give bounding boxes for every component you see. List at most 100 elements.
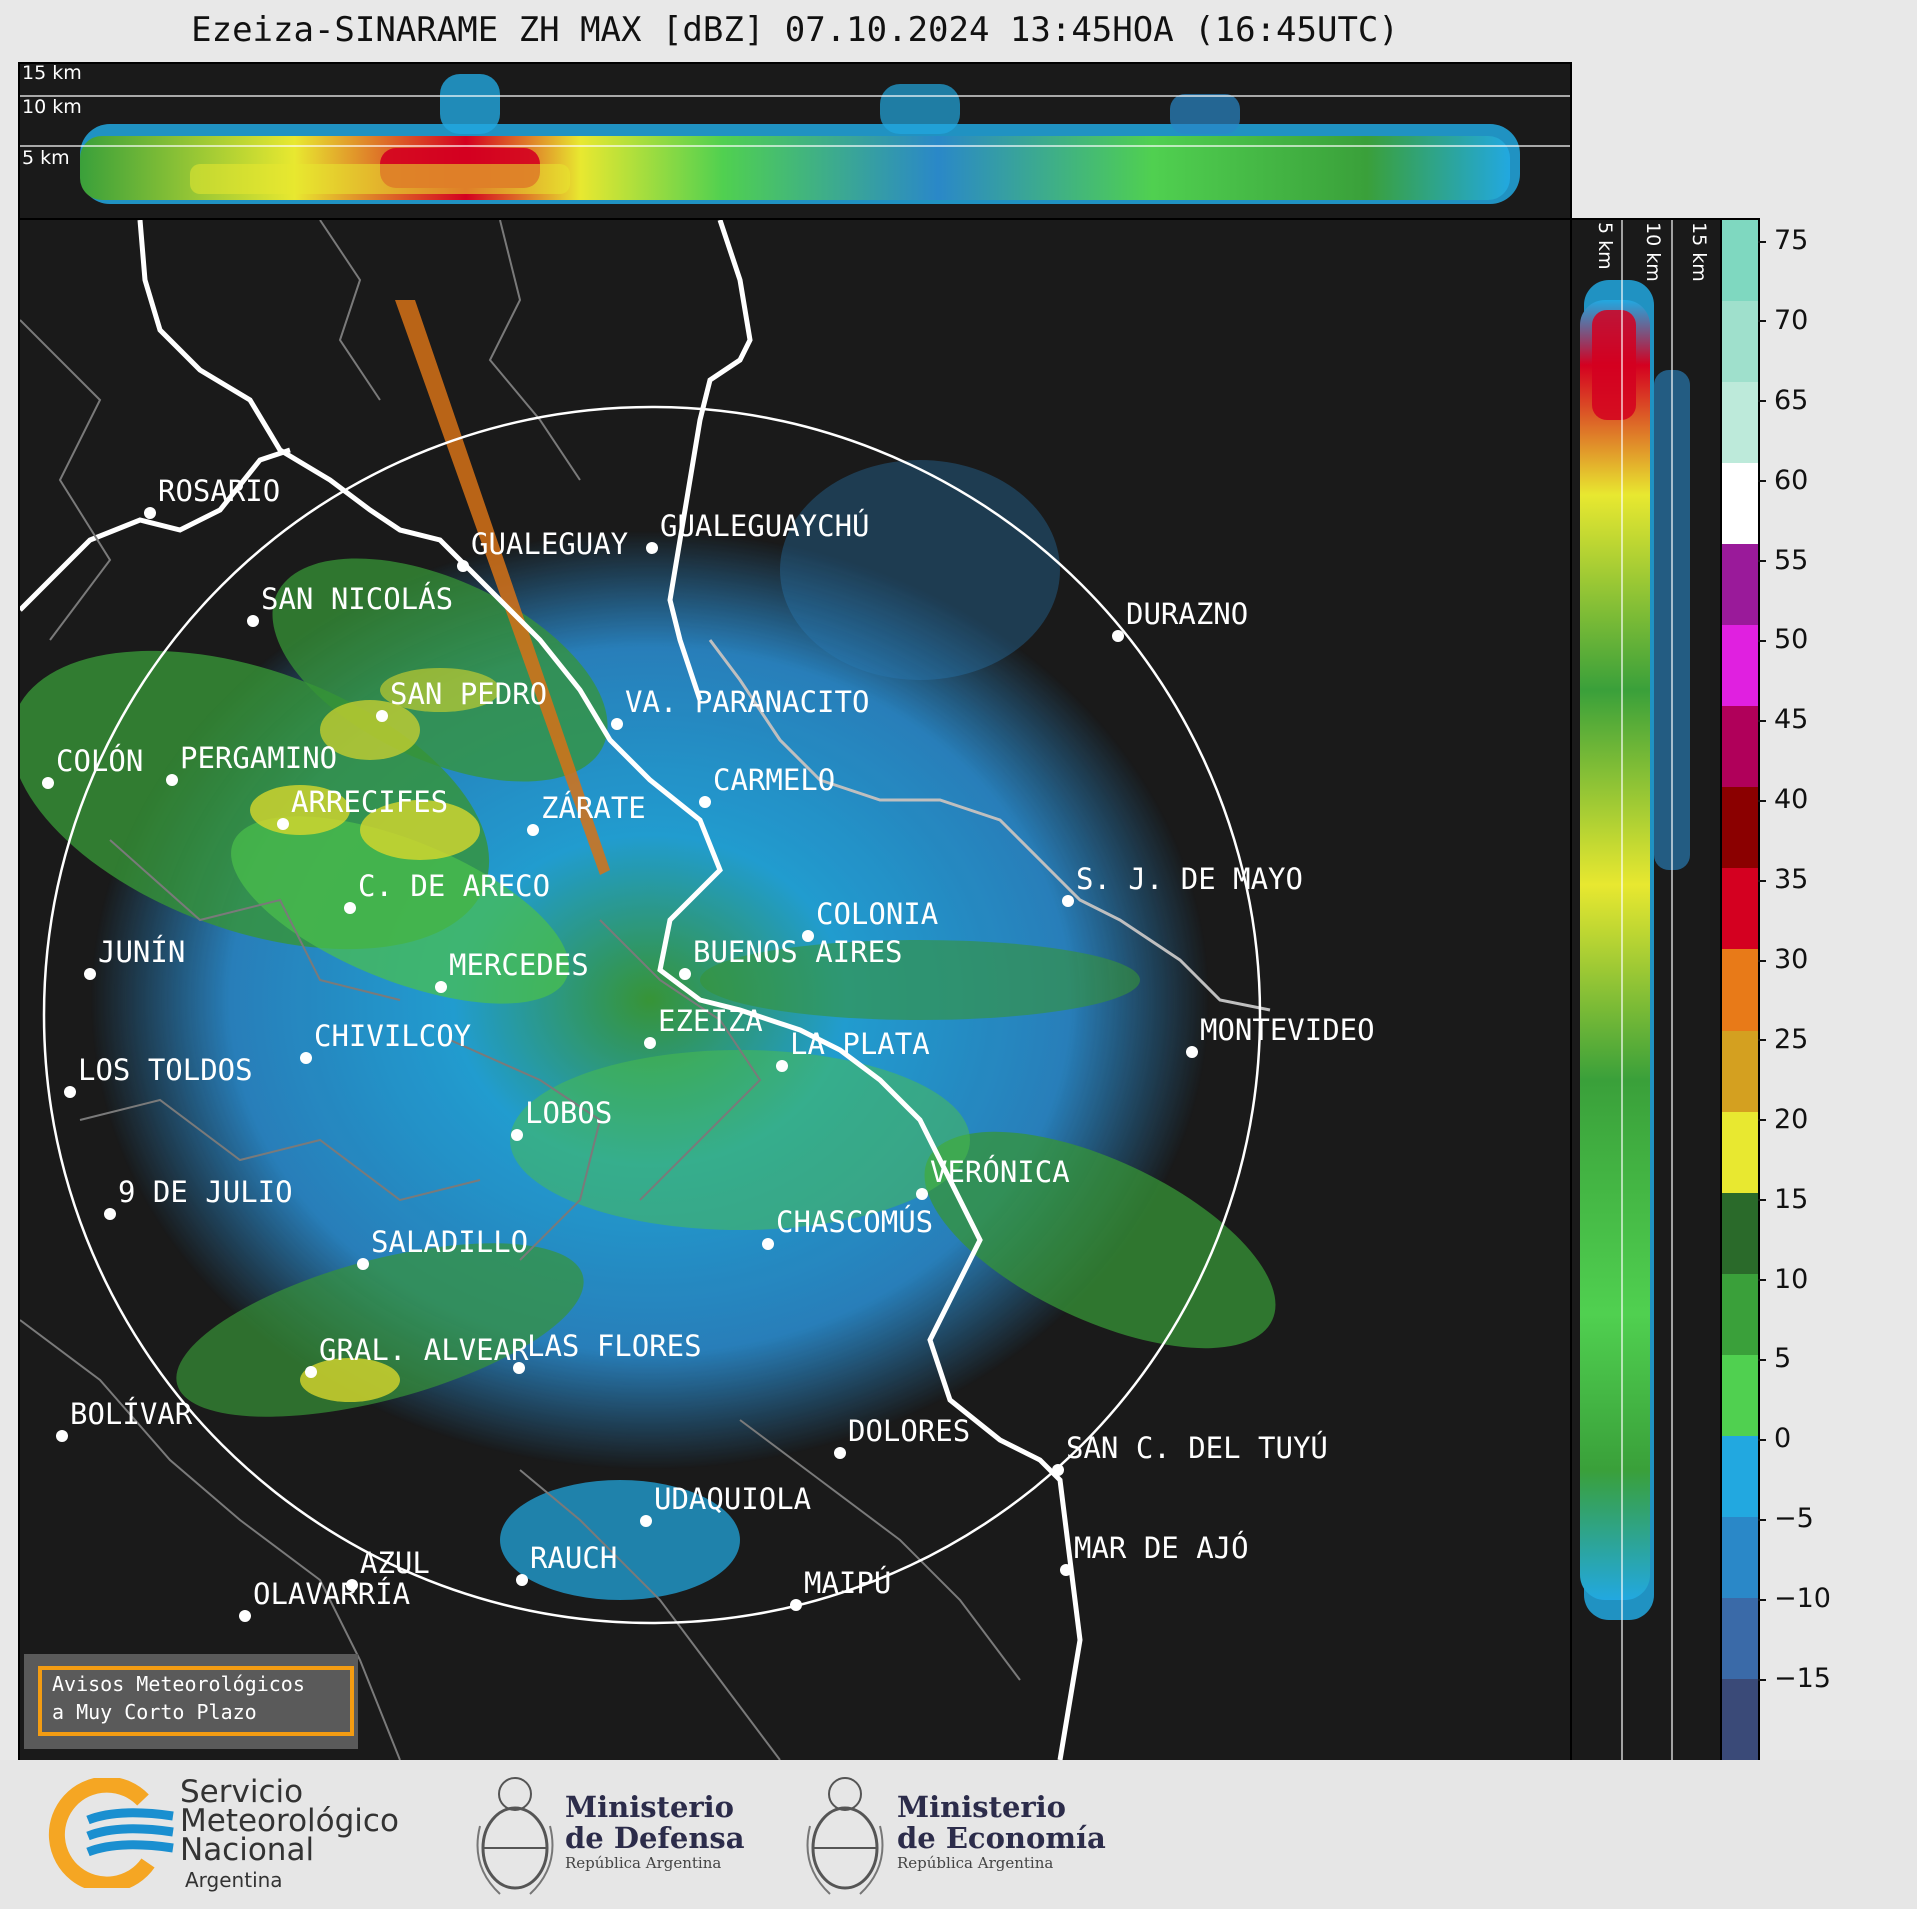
colorbar-tick-label: 0 [1758,1423,1791,1454]
smn-line1: Servicio [180,1774,304,1810]
colorbar-segment [1722,1435,1758,1518]
colorbar-tick-label: 50 [1758,624,1808,655]
economia-name: Ministerio de Economía República Argenti… [897,1792,1106,1873]
colorbar-segment [1722,625,1758,707]
city-marker-san-c-del-tuyu [1052,1464,1064,1476]
city-marker-rosario [144,507,156,519]
city-marker-c-de-areco [344,902,356,914]
city-label-pergamino: PERGAMINO [180,741,337,775]
colorbar-tick-label: 25 [1758,1024,1808,1055]
city-markers: ROSARIO GUALEGUAYCHÚ GUALEGUAY SAN NICOLÁS D… [42,474,1375,1622]
radar-map-graphic: ROSARIO GUALEGUAYCHÚ GUALEGUAY SAN NICOLÁS D… [20,220,1375,1760]
radar-echoes [20,300,1276,1600]
colorbar-segment [1722,1273,1758,1356]
city-label-maipu: MAIPÚ [804,1566,891,1600]
city-label-mar-de-ajo: MAR DE AJÓ [1074,1531,1249,1565]
colorbar-segment [1722,1678,1758,1761]
city-label-saladillo: SALADILLO [371,1225,528,1259]
city-marker-maipu [790,1599,802,1611]
radar-map[interactable]: ROSARIO GUALEGUAYCHÚ GUALEGUAY SAN NICOLÁS D… [18,218,1572,1762]
city-marker-udaquiola [640,1515,652,1527]
colorbar-segment [1722,1597,1758,1680]
avisos-line1: Avisos Meteorológicos [52,1672,305,1696]
footer: Servicio Meteorológico Nacional Argentin… [0,1760,1917,1909]
city-label-bolivar: BOLÍVAR [70,1397,193,1431]
coat-of-arms-defensa-icon [476,1777,554,1895]
city-marker-pergamino [166,774,178,786]
city-marker-dolores [834,1447,846,1459]
city-label-chivilcoy: CHIVILCOY [314,1019,471,1053]
city-label-dolores: DOLORES [848,1414,970,1448]
city-marker-gualeguay [457,560,469,572]
city-marker-buenos-aires [679,968,691,980]
smn-country: Argentina [185,1868,283,1892]
colorbar-segment [1722,949,1758,1032]
city-marker-lobos [511,1129,523,1141]
height-label-15km: 15 km [22,62,82,84]
city-label-gualeguaychu: GUALEGUAYCHÚ [660,509,870,543]
city-label-zarate: ZÁRATE [541,791,646,825]
colorbar-segment [1722,382,1758,464]
city-marker-saladillo [357,1258,369,1270]
city-label-udaquiola: UDAQUIOLA [654,1482,811,1516]
city-marker-azul [346,1579,358,1591]
colorbar-tick-label: −5 [1758,1503,1814,1534]
city-label-buenos-aires: BUENOS AIRES [693,935,903,969]
colorbar-segment [1722,220,1758,302]
city-label-colon: COLÓN [56,744,143,778]
city-label-gral-alvear: GRAL. ALVEAR [319,1333,529,1367]
smn-name: Servicio Meteorológico Nacional [180,1774,399,1868]
city-label-mercedes: MERCEDES [449,948,589,982]
city-marker-9-de-julio [104,1208,116,1220]
city-marker-san-nicolas [247,615,259,627]
city-marker-mercedes [435,981,447,993]
colorbar-segment [1722,706,1758,788]
city-label-chascomus: CHASCOMÚS [776,1205,933,1239]
colorbar-tick-label: 45 [1758,704,1808,735]
city-marker-gualeguaychu [646,542,658,554]
city-label-san-pedro: SAN PEDRO [390,677,547,711]
defensa-sub: República Argentina [565,1854,722,1872]
colorbar-segment [1722,868,1758,950]
city-label-c-de-areco: C. DE ARECO [358,869,550,903]
city-label-colonia: COLONIA [816,897,938,931]
height-label-5km: 5 km [22,147,70,169]
north-south-cross-section: 5 km 10 km 15 km [1570,218,1722,1762]
city-label-rosario: ROSARIO [158,474,280,508]
colorbar-tick-label: 40 [1758,784,1808,815]
colorbar-segment [1722,463,1758,545]
city-marker-colonia [802,930,814,942]
city-label-montevideo: MONTEVIDEO [1200,1013,1375,1047]
admin-boundaries [20,220,1021,1760]
colorbar-segment [1722,1030,1758,1113]
colorbar-tick-label: 70 [1758,305,1808,336]
city-label-lobos: LOBOS [525,1096,612,1130]
range-ring [42,405,1262,1625]
city-label-gualeguay: GUALEGUAY [471,527,628,561]
city-marker-olavarria [239,1610,251,1622]
smn-line3: Nacional [180,1832,315,1868]
city-label-san-c-del-tuyu: SAN C. DEL TUYÚ [1066,1431,1328,1465]
coastlines-rivers [20,220,1083,1760]
height-label-15km-v: 15 km [1688,222,1710,282]
economia-line2: de Economía [897,1821,1106,1855]
colorbar-tick-label: 60 [1758,465,1808,496]
city-label-las-flores: LAS FLORES [527,1329,702,1363]
coat-of-arms-economia-icon [806,1777,884,1895]
city-label-san-nicolas: SAN NICOLÁS [261,582,453,616]
city-label-arrecifes: ARRECIFES [291,785,448,819]
side-section-echo-graphic [1580,220,1690,1760]
city-label-rauch: RAUCH [530,1541,617,1575]
colorbar-segment [1722,1192,1758,1275]
colorbar-tick-label: 65 [1758,385,1808,416]
radar-spike [395,300,610,875]
city-marker-chivilcoy [300,1052,312,1064]
city-label-sj-de-mayo: S. J. DE MAYO [1076,862,1303,896]
city-marker-arrecifes [277,818,289,830]
city-marker-colon [42,777,54,789]
city-marker-la-plata [776,1060,788,1072]
defensa-name: Ministerio de Defensa República Argentin… [565,1792,745,1873]
city-marker-gral-alvear [305,1366,317,1378]
city-label-los-toldos: LOS TOLDOS [78,1053,253,1087]
smn-line2: Meteorológico [180,1803,399,1839]
